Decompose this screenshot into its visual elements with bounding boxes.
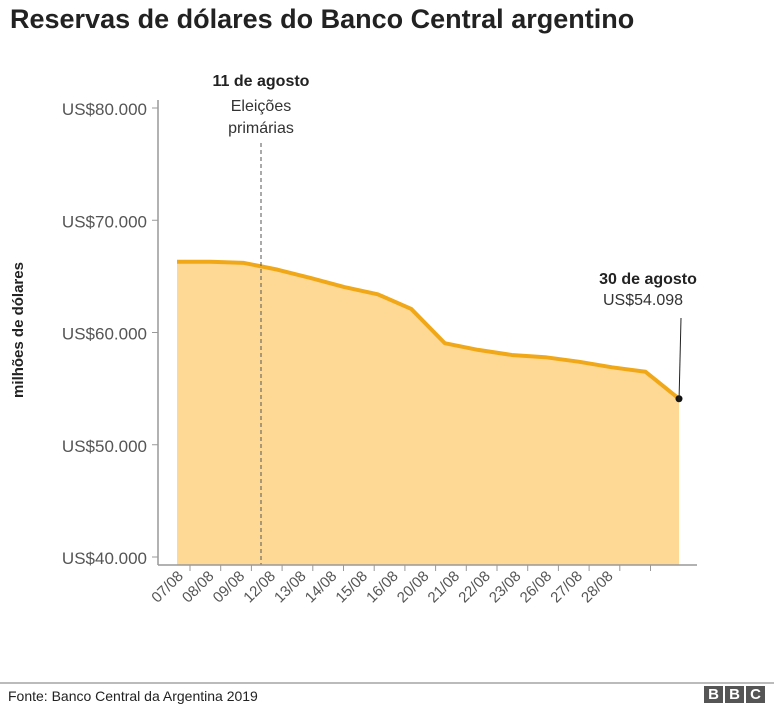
x-tick-label: 12/08 bbox=[240, 568, 279, 607]
x-tick-label: 08/08 bbox=[179, 568, 218, 607]
x-tick-label: 13/08 bbox=[271, 568, 310, 607]
x-tick-label: 27/08 bbox=[547, 568, 586, 607]
annotation-final-value: US$54.098 bbox=[603, 292, 683, 309]
series-line bbox=[177, 259, 681, 401]
annotation-final-title: 30 de agosto bbox=[599, 271, 697, 288]
x-tick-label: 07/08 bbox=[148, 568, 187, 607]
y-tick-label: US$50.000 bbox=[62, 437, 147, 456]
x-tick-label: 16/08 bbox=[363, 568, 402, 607]
annotation-primaries-title: 11 de agosto bbox=[213, 73, 310, 90]
x-tick-label: 09/08 bbox=[210, 568, 249, 607]
y-tick-label: US$60.000 bbox=[62, 325, 147, 344]
x-tick-label: 14/08 bbox=[302, 568, 341, 607]
area-fill bbox=[177, 261, 679, 565]
x-tick-label: 21/08 bbox=[425, 568, 464, 607]
annotation-primaries-line1: Eleições bbox=[231, 98, 291, 115]
chart-title: Reservas de dólares do Banco Central arg… bbox=[10, 4, 635, 34]
annotation-final-leader bbox=[678, 317, 682, 403]
annotation-primaries-line2: primárias bbox=[228, 120, 294, 137]
footer-divider bbox=[0, 682, 774, 684]
y-tick-label: US$80.000 bbox=[62, 100, 147, 119]
x-tick-label: 26/08 bbox=[517, 568, 556, 607]
x-tick-label: 23/08 bbox=[486, 568, 525, 607]
y-axis-label: milhões de dólares bbox=[10, 262, 27, 398]
y-tick-label: US$70.000 bbox=[62, 212, 147, 231]
source-note: Fonte: Banco Central da Argentina 2019 bbox=[8, 688, 258, 704]
y-tick-label: US$40.000 bbox=[62, 549, 147, 568]
x-tick-label: 20/08 bbox=[394, 568, 433, 607]
x-tick-label: 28/08 bbox=[578, 568, 617, 607]
x-tick-label: 15/08 bbox=[332, 568, 371, 607]
area-chart: US$40.000 US$50.000 US$60.000 US$70.000 US$8… bbox=[10, 73, 697, 607]
x-tick-label: 22/08 bbox=[455, 568, 494, 607]
